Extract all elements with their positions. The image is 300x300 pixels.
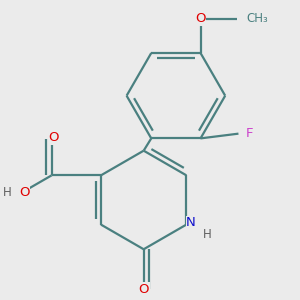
Text: F: F [246,127,253,140]
Text: H: H [3,186,12,199]
Text: CH₃: CH₃ [247,12,268,26]
Text: O: O [195,12,206,26]
Text: O: O [48,131,59,144]
Text: N: N [186,216,196,229]
Text: O: O [19,186,29,199]
Text: H: H [203,228,212,241]
Text: O: O [138,283,149,296]
